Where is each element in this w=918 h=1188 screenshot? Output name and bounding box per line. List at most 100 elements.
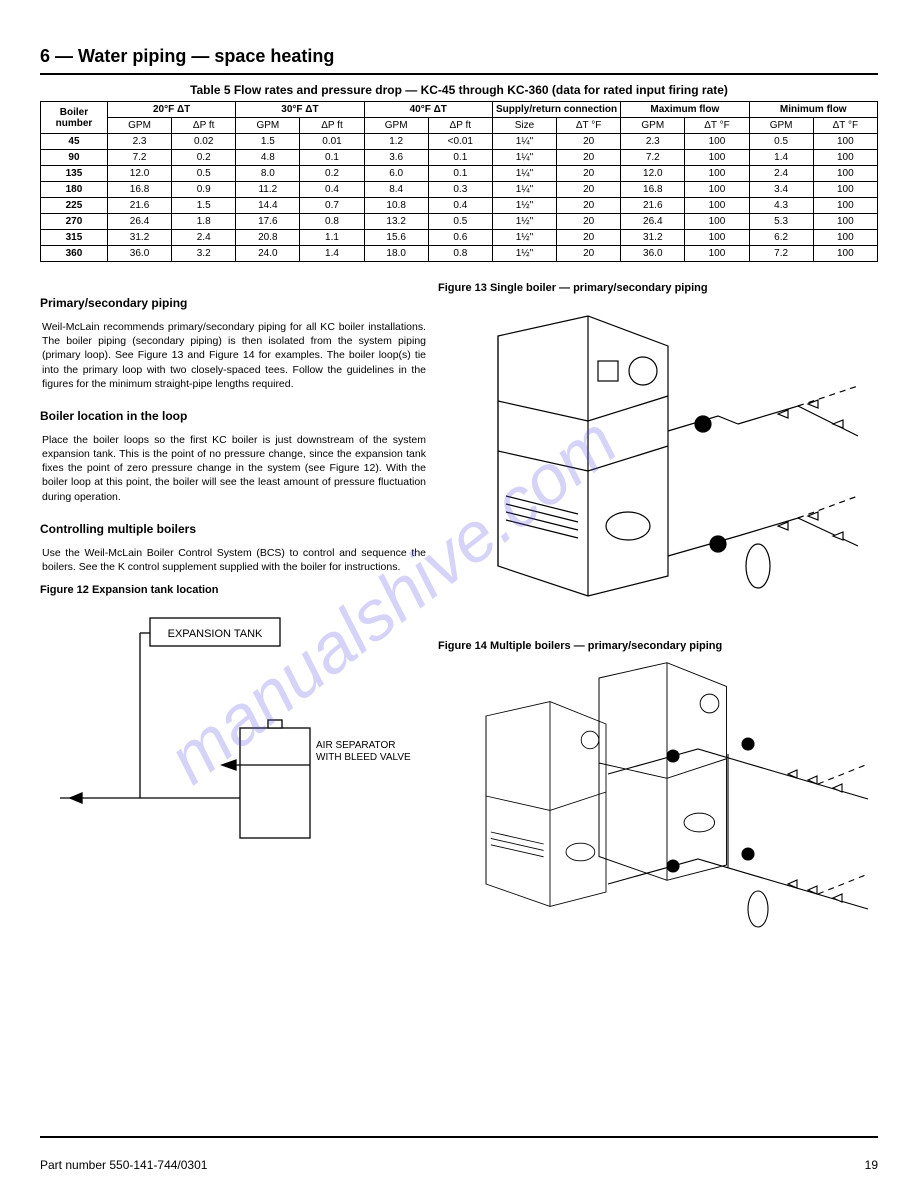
data-cell: 1.5 <box>236 134 300 150</box>
fig13-diagram <box>438 296 878 636</box>
colgrp-2: 40°F ΔT <box>364 102 492 118</box>
data-cell: 13.2 <box>364 214 428 230</box>
data-cell: 20 <box>557 150 621 166</box>
data-cell: 20 <box>557 134 621 150</box>
table-row: 22521.61.514.40.710.80.41½"2021.61004.31… <box>41 198 878 214</box>
data-cell: 3.6 <box>364 150 428 166</box>
data-cell: 10.8 <box>364 198 428 214</box>
sub-0: GPM <box>107 118 171 134</box>
data-cell: 31.2 <box>107 230 171 246</box>
data-cell: 100 <box>813 182 877 198</box>
bottom-rule <box>40 1136 878 1138</box>
subhead-location: Boiler location in the loop <box>40 409 428 423</box>
data-cell: 1.8 <box>172 214 236 230</box>
sub-3: ΔP ft <box>300 118 364 134</box>
subhead-multi: Controlling multiple boilers <box>40 522 428 536</box>
data-cell: 8.0 <box>236 166 300 182</box>
para-multi: Use the Weil-McLain Boiler Control Syste… <box>42 546 426 574</box>
colgrp-5: Minimum flow <box>749 102 877 118</box>
table-row: 31531.22.420.81.115.60.61½"2031.21006.21… <box>41 230 878 246</box>
data-cell: 1.2 <box>364 134 428 150</box>
para-location: Place the boiler loops so the first KC b… <box>42 433 426 504</box>
colgrp-0: 20°F ΔT <box>107 102 235 118</box>
data-cell: 0.1 <box>300 150 364 166</box>
data-cell: 24.0 <box>236 246 300 262</box>
para-primary: Weil-McLain recommends primary/secondary… <box>42 320 426 391</box>
data-cell: 20.8 <box>236 230 300 246</box>
page-number: 19 <box>865 1158 878 1172</box>
data-cell: 0.8 <box>428 246 492 262</box>
data-cell: 0.3 <box>428 182 492 198</box>
data-cell: 0.2 <box>300 166 364 182</box>
data-cell: 4.8 <box>236 150 300 166</box>
data-cell: 8.4 <box>364 182 428 198</box>
data-cell: 20 <box>557 246 621 262</box>
data-cell: 6.0 <box>364 166 428 182</box>
data-cell: 100 <box>813 246 877 262</box>
data-cell: 20 <box>557 230 621 246</box>
data-cell: 0.5 <box>749 134 813 150</box>
data-cell: 1.5 <box>172 198 236 214</box>
data-cell: 3.2 <box>172 246 236 262</box>
data-cell: 0.7 <box>300 198 364 214</box>
data-cell: 0.2 <box>172 150 236 166</box>
data-cell: 26.4 <box>107 214 171 230</box>
data-cell: 0.02 <box>172 134 236 150</box>
fig14-diagram <box>438 654 878 954</box>
colgrp-1: 30°F ΔT <box>236 102 364 118</box>
data-cell: 0.4 <box>428 198 492 214</box>
exp-tank-label: EXPANSION TANK <box>168 628 263 640</box>
data-cell: 100 <box>813 134 877 150</box>
data-cell: 0.6 <box>428 230 492 246</box>
sub-8: GPM <box>621 118 685 134</box>
data-cell: 7.2 <box>107 150 171 166</box>
table-row: 13512.00.58.00.26.00.11¼"2012.01002.4100 <box>41 166 878 182</box>
sub-4: GPM <box>364 118 428 134</box>
sub-11: ΔT °F <box>813 118 877 134</box>
data-cell: 12.0 <box>107 166 171 182</box>
data-cell: 2.4 <box>749 166 813 182</box>
model-cell: 180 <box>41 182 108 198</box>
data-cell: 21.6 <box>621 198 685 214</box>
fig12-diagram: EXPANSION TANK AIR SEPARATOR WITH BLEED … <box>40 598 420 858</box>
data-cell: 1¼" <box>492 182 556 198</box>
data-cell: 16.8 <box>621 182 685 198</box>
sub-9: ΔT °F <box>685 118 749 134</box>
data-cell: 1½" <box>492 198 556 214</box>
data-cell: 1.4 <box>749 150 813 166</box>
data-cell: 1½" <box>492 214 556 230</box>
data-cell: 1.4 <box>300 246 364 262</box>
data-cell: 26.4 <box>621 214 685 230</box>
data-cell: 6.2 <box>749 230 813 246</box>
colgrp-4: Maximum flow <box>621 102 749 118</box>
data-cell: 1¼" <box>492 134 556 150</box>
data-cell: 2.3 <box>621 134 685 150</box>
data-cell: 2.4 <box>172 230 236 246</box>
data-cell: <0.01 <box>428 134 492 150</box>
data-cell: 11.2 <box>236 182 300 198</box>
sub-6: Size <box>492 118 556 134</box>
data-cell: 100 <box>685 230 749 246</box>
data-cell: 100 <box>813 166 877 182</box>
data-cell: 0.1 <box>428 166 492 182</box>
data-cell: 1¼" <box>492 166 556 182</box>
table-row: 452.30.021.50.011.2<0.011¼"202.31000.510… <box>41 134 878 150</box>
data-cell: 18.0 <box>364 246 428 262</box>
data-cell: 20 <box>557 182 621 198</box>
data-cell: 20 <box>557 166 621 182</box>
data-cell: 3.4 <box>749 182 813 198</box>
flow-rate-table: Boiler number 20°F ΔT 30°F ΔT 40°F ΔT Su… <box>40 101 878 262</box>
data-cell: 21.6 <box>107 198 171 214</box>
data-cell: 100 <box>685 150 749 166</box>
air-sep-label1: AIR SEPARATOR <box>316 740 395 751</box>
data-cell: 0.8 <box>300 214 364 230</box>
data-cell: 20 <box>557 198 621 214</box>
table-row: 907.20.24.80.13.60.11¼"207.21001.4100 <box>41 150 878 166</box>
model-cell: 360 <box>41 246 108 262</box>
fig13-caption: Figure 13 Single boiler — primary/second… <box>438 282 878 294</box>
table-row: 36036.03.224.01.418.00.81½"2036.01007.21… <box>41 246 878 262</box>
sub-7: ΔT °F <box>557 118 621 134</box>
table-row: 27026.41.817.60.813.20.51½"2026.41005.31… <box>41 214 878 230</box>
fig14-caption: Figure 14 Multiple boilers — primary/sec… <box>438 640 878 652</box>
data-cell: 1½" <box>492 230 556 246</box>
